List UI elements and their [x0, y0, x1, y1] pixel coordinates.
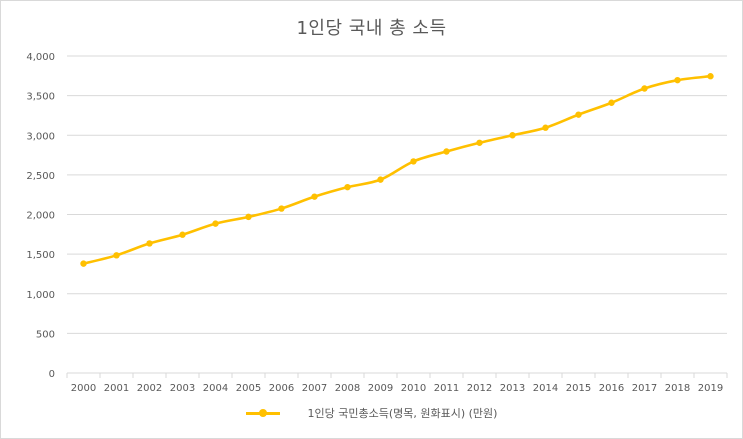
data-point: [80, 260, 87, 267]
x-tick-label: 2008: [335, 383, 360, 394]
data-point: [476, 139, 483, 146]
series-line: [82, 74, 712, 265]
y-tick-label: 500: [36, 329, 55, 340]
x-tick-label: 2016: [599, 383, 624, 394]
y-tick-label: 3,000: [26, 131, 55, 142]
x-tick-label: 2013: [500, 383, 525, 394]
data-point: [344, 183, 351, 191]
x-tick-label: 2014: [533, 383, 558, 394]
data-point: [641, 85, 648, 92]
legend-label: 1인당 국민총소득(명목, 원화표시) (만원): [307, 407, 498, 420]
x-tick-label: 2001: [104, 383, 129, 394]
x-tick-label: 2019: [698, 383, 723, 394]
data-point: [707, 73, 714, 80]
data-point: [377, 176, 384, 183]
y-tick-label: 0: [49, 369, 55, 380]
y-tick-label: 1,500: [26, 250, 55, 261]
y-tick-label: 1,000: [26, 290, 55, 301]
x-tick-label: 2003: [170, 383, 195, 394]
data-point: [443, 148, 450, 155]
x-tick-label: 2005: [236, 383, 261, 394]
legend-marker-icon: [245, 407, 280, 419]
data-point: [608, 99, 615, 106]
data-point: [179, 231, 186, 238]
data-point: [311, 193, 318, 200]
data-point: [146, 240, 153, 247]
x-tick-label: 2000: [71, 383, 96, 394]
data-point: [575, 111, 582, 118]
x-tick-label: 2010: [401, 383, 426, 394]
data-point: [278, 205, 285, 212]
x-tick-label: 2007: [302, 383, 327, 394]
y-tick-label: 2,500: [26, 171, 55, 182]
x-tick-label: 2011: [434, 383, 459, 394]
data-point: [212, 220, 219, 227]
y-tick-label: 3,500: [26, 92, 55, 103]
data-point: [509, 132, 516, 139]
chart-title: 1인당 국내 총 소득: [296, 18, 447, 39]
x-tick-label: 2009: [368, 383, 393, 394]
x-tick-label: 2018: [665, 383, 690, 394]
x-tick-label: 2004: [203, 383, 228, 394]
data-point: [113, 252, 120, 259]
y-tick-label: 4,000: [26, 52, 55, 63]
data-point: [410, 158, 417, 165]
x-tick-label: 2017: [632, 383, 657, 394]
y-tick-label: 2,000: [26, 211, 55, 222]
x-tick-label: 2012: [467, 383, 492, 394]
data-point: [674, 76, 681, 84]
x-tick-label: 2006: [269, 383, 294, 394]
x-tick-label: 2002: [137, 383, 162, 394]
x-tick-label: 2015: [566, 383, 591, 394]
data-point: [542, 124, 549, 131]
data-point: [245, 213, 252, 221]
legend: 1인당 국민총소득(명목, 원화표시) (만원): [0, 405, 743, 421]
